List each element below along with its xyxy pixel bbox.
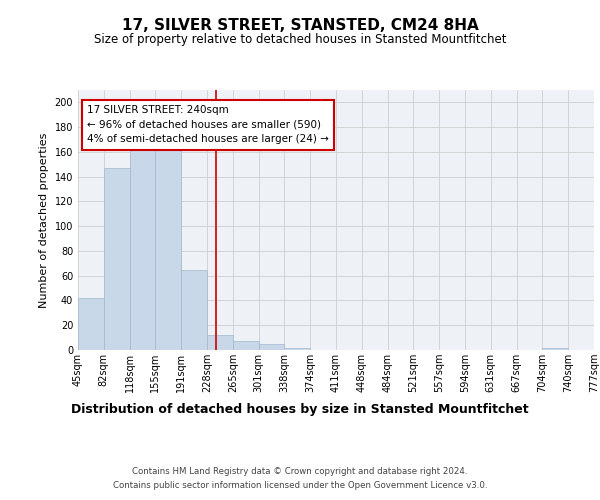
Bar [542, 348, 568, 350]
Bar [284, 348, 310, 350]
Bar [181, 270, 207, 350]
Bar [233, 342, 259, 350]
Bar [155, 142, 181, 350]
Bar [130, 142, 155, 350]
Text: Distribution of detached houses by size in Stansted Mountfitchet: Distribution of detached houses by size … [71, 402, 529, 415]
Bar [259, 344, 284, 350]
Bar [207, 335, 233, 350]
Bar [104, 168, 130, 350]
Text: 17, SILVER STREET, STANSTED, CM24 8HA: 17, SILVER STREET, STANSTED, CM24 8HA [122, 18, 478, 32]
Bar [78, 298, 104, 350]
Text: Contains HM Land Registry data © Crown copyright and database right 2024.
Contai: Contains HM Land Registry data © Crown c… [113, 468, 487, 489]
Text: 17 SILVER STREET: 240sqm
← 96% of detached houses are smaller (590)
4% of semi-d: 17 SILVER STREET: 240sqm ← 96% of detach… [87, 105, 329, 144]
Y-axis label: Number of detached properties: Number of detached properties [39, 132, 49, 308]
Text: Size of property relative to detached houses in Stansted Mountfitchet: Size of property relative to detached ho… [94, 32, 506, 46]
